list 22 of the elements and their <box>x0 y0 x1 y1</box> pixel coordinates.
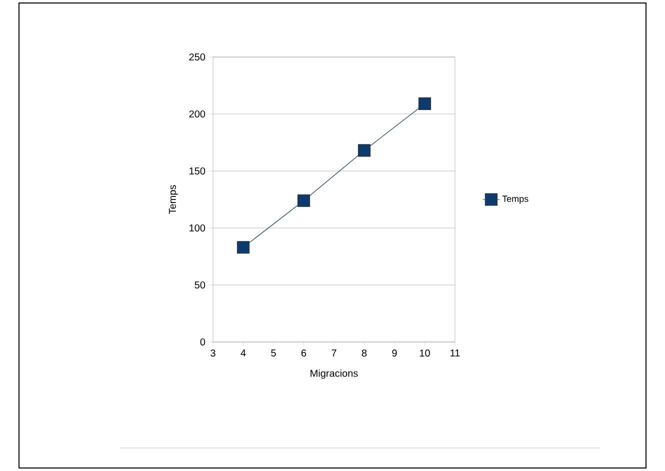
point <box>236 241 250 254</box>
y-tick-label: 100 <box>190 224 206 232</box>
y-tick-label: 200 <box>189 110 206 118</box>
y-tick-label: 150 <box>190 167 206 175</box>
x-tick-label: 9 <box>392 350 397 357</box>
y-axis-title: Temps <box>168 185 178 214</box>
y-tick-label: 250 <box>189 53 206 61</box>
point <box>297 194 310 207</box>
x-axis-title: Migracions <box>310 369 358 379</box>
point <box>418 97 432 110</box>
x-tick-label: 11 <box>450 350 460 356</box>
x-tick-label: 10 <box>420 350 430 357</box>
legend-label: Temps <box>502 196 528 204</box>
x-tick-label: 7 <box>332 350 336 356</box>
x-tick-label: 8 <box>362 350 367 357</box>
x-tick-label: 3 <box>210 350 216 357</box>
x-tick-label: 4 <box>240 350 246 356</box>
x-tick-label: 5 <box>271 350 276 356</box>
point <box>358 144 371 157</box>
y-tick-label: 50 <box>194 281 206 289</box>
y-tick-label: 0 <box>200 338 206 346</box>
x-tick-label: 6 <box>301 350 306 357</box>
